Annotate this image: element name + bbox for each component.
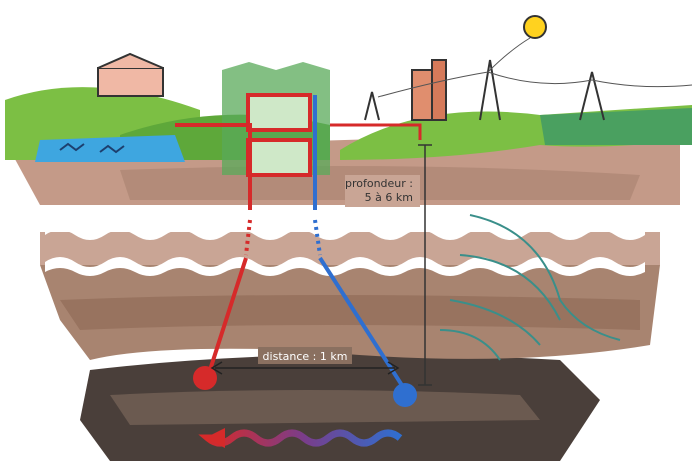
distance-label: distance : 1 km [263, 350, 348, 363]
depth-value: 5 à 6 km [365, 191, 413, 204]
scenery [5, 15, 692, 461]
depth-title: profondeur : [345, 177, 413, 190]
